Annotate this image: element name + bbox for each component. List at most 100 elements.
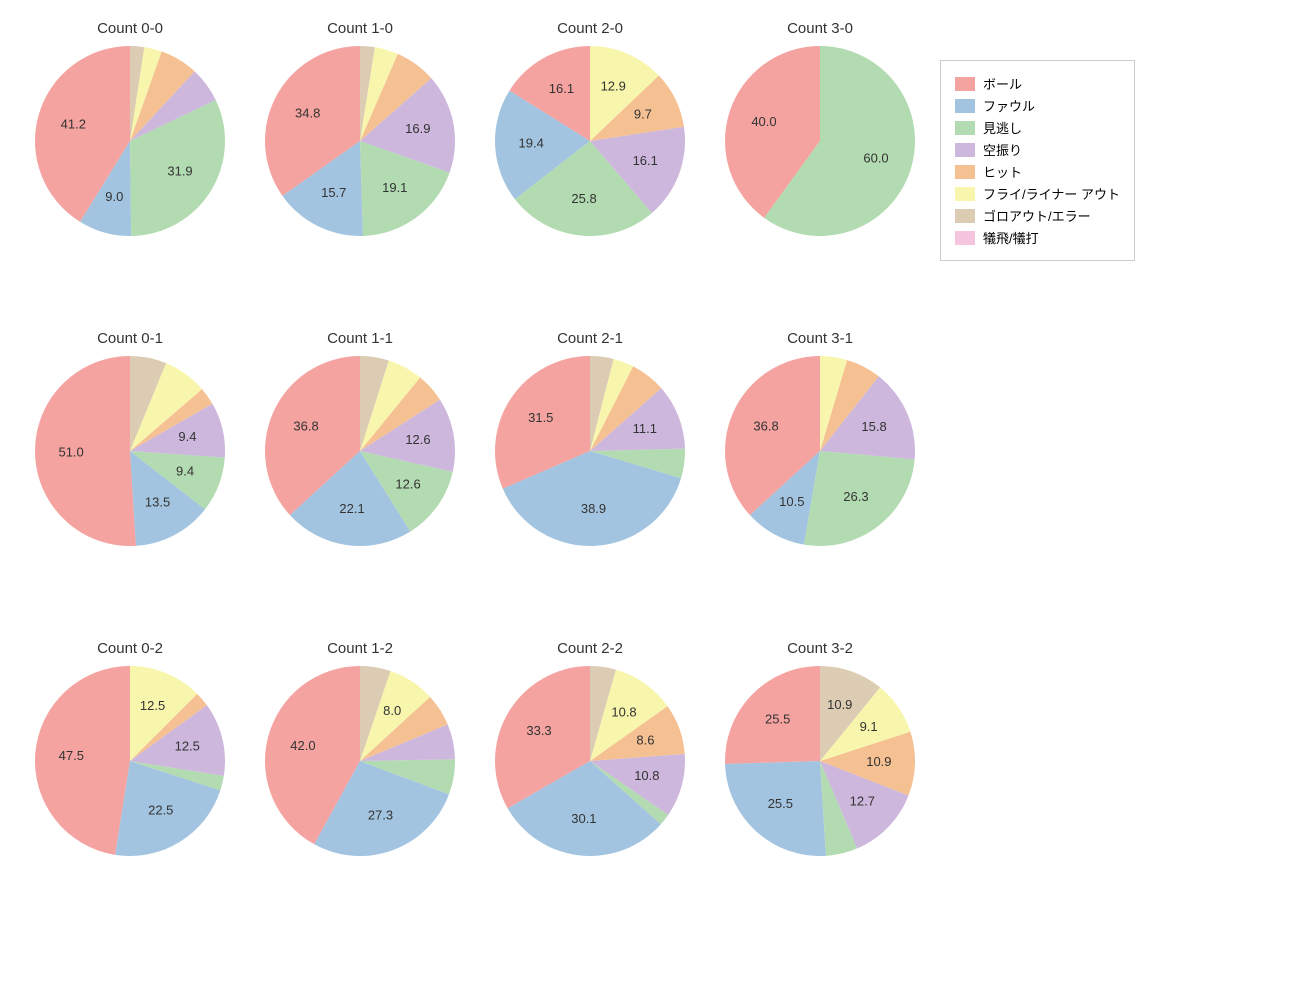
legend-item: ゴロアウト/エラー [955, 206, 1120, 225]
legend-label: フライ/ライナー アウト [983, 184, 1120, 203]
chart-title: Count 1-1 [250, 330, 470, 347]
pie-slice-label: 40.0 [751, 114, 776, 129]
pie-wrap: 33.330.110.88.610.8 [480, 663, 700, 859]
pie-slice-label: 16.1 [549, 81, 574, 96]
pie-slice-label: 26.3 [843, 489, 868, 504]
chart-title: Count 3-1 [710, 330, 930, 347]
pie-chart: 47.522.512.512.5 [32, 663, 228, 859]
pie-wrap: 36.810.526.315.8 [710, 353, 930, 549]
legend-item: 犠飛/犠打 [955, 228, 1120, 247]
pie-slice-label: 33.3 [526, 723, 551, 738]
chart-title: Count 0-0 [20, 20, 240, 37]
legend-label: ゴロアウト/エラー [983, 206, 1091, 225]
grid-cell: Count 1-034.815.719.116.9 [250, 20, 470, 320]
pie-wrap: 40.060.0 [710, 43, 930, 239]
pie-chart: 40.060.0 [722, 43, 918, 239]
pie-slice-label: 8.6 [636, 732, 654, 747]
legend-label: ファウル [983, 96, 1035, 115]
grid-cell: Count 1-242.027.38.0 [250, 640, 470, 940]
pie-chart: 16.119.425.816.19.712.9 [492, 43, 688, 239]
grid-cell: Count 0-151.013.59.49.4 [20, 330, 240, 630]
pie-slice-label: 15.8 [861, 419, 886, 434]
legend-item: ファウル [955, 96, 1120, 115]
pie-wrap: 51.013.59.49.4 [20, 353, 240, 549]
pie-slice-label: 36.8 [293, 419, 318, 434]
grid-cell [940, 330, 1200, 630]
pie-slice-label: 12.6 [395, 476, 420, 491]
chart-title: Count 0-1 [20, 330, 240, 347]
pie-slice-label: 25.5 [768, 796, 793, 811]
chart-title: Count 3-0 [710, 20, 930, 37]
pie-slice-label: 9.4 [178, 429, 196, 444]
chart-title: Count 3-2 [710, 640, 930, 657]
legend-item: ヒット [955, 162, 1120, 181]
pie-chart: 31.5 38.9 11.1 [492, 353, 688, 549]
pie-slice-label: 8.0 [383, 703, 401, 718]
legend-label: ボール [983, 74, 1022, 93]
legend-item: 空振り [955, 140, 1120, 159]
grid-cell: Count 1-1 36.8 22.1 12.6 12.6 [250, 330, 470, 630]
pie-slice-label: 9.7 [634, 107, 652, 122]
pie-wrap: 16.119.425.816.19.712.9 [480, 43, 700, 239]
legend-swatch [955, 231, 975, 245]
pie-slice-label: 47.5 [59, 748, 84, 763]
legend-swatch [955, 165, 975, 179]
pie-slice-label: 12.9 [601, 78, 626, 93]
pie-wrap: 36.8 22.1 12.6 12.6 [250, 353, 470, 549]
pie-slice-label: 51.0 [58, 444, 83, 459]
pie-wrap: 34.815.719.116.9 [250, 43, 470, 239]
pie-chart: 51.013.59.49.4 [32, 353, 228, 549]
legend-swatch [955, 121, 975, 135]
pie-slice-label: 11.1 [633, 421, 657, 436]
pie-slice-label: 12.6 [405, 432, 430, 447]
legend-swatch [955, 187, 975, 201]
pie-slice-label: 12.5 [175, 739, 200, 754]
pie-slice-label: 22.1 [339, 501, 364, 516]
pie-slice-label: 16.9 [405, 121, 430, 136]
pie-wrap: 42.027.38.0 [250, 663, 470, 859]
chart-grid: Count 0-041.29.031.9Count 1-034.815.719.… [20, 20, 1280, 940]
pie-slice-label: 38.9 [581, 501, 606, 516]
pie-slice-label: 10.8 [634, 768, 659, 783]
pie-slice-label: 31.9 [167, 164, 192, 179]
pie-slice-label: 19.1 [382, 180, 407, 195]
grid-cell: Count 2-131.538.911.1 [480, 330, 700, 630]
legend: ボールファウル見逃し空振りヒットフライ/ライナー アウトゴロアウト/エラー犠飛/… [940, 60, 1135, 261]
grid-cell: Count 3-225.525.512.710.99.110.9 [710, 640, 930, 940]
legend-swatch [955, 143, 975, 157]
pie-slice-label: 25.5 [765, 711, 790, 726]
pie-wrap: 41.29.031.9 [20, 43, 240, 239]
pie-wrap: 47.522.512.512.5 [20, 663, 240, 859]
pie-wrap: 31.5 38.9 11.1 [480, 353, 700, 549]
pie-slice-label: 31.5 [528, 410, 553, 425]
chart-title: Count 1-0 [250, 20, 470, 37]
legend-label: ヒット [983, 162, 1022, 181]
pie-slice-label: 9.4 [176, 463, 194, 478]
legend-label: 空振り [983, 140, 1022, 159]
legend-swatch [955, 77, 975, 91]
legend-item: 見逃し [955, 118, 1120, 137]
pie-slice-label: 12.7 [850, 793, 875, 808]
pie-chart: 34.815.719.116.9 [262, 43, 458, 239]
grid-cell: Count 2-016.119.425.816.19.712.9 [480, 20, 700, 320]
legend-item: フライ/ライナー アウト [955, 184, 1120, 203]
pie-chart: 41.29.031.9 [32, 43, 228, 239]
grid-cell: Count 3-0 40.060.0 [710, 20, 930, 320]
legend-swatch [955, 99, 975, 113]
pie-slice-label: 10.8 [611, 704, 636, 719]
legend-swatch [955, 209, 975, 223]
legend-item: ボール [955, 74, 1120, 93]
pie-slice-label: 25.8 [571, 191, 596, 206]
pie-slice-label: 16.1 [633, 153, 658, 168]
grid-cell [940, 640, 1200, 940]
pie-chart: 36.8 22.1 12.6 12.6 [262, 353, 458, 549]
pie-slice-label: 42.0 [290, 738, 315, 753]
pie-slice-label: 10.9 [827, 697, 852, 712]
chart-title: Count 2-2 [480, 640, 700, 657]
pie-slice-label: 30.1 [571, 811, 596, 826]
pie-slice [35, 356, 136, 546]
pie-slice-label: 34.8 [295, 105, 320, 120]
pie-chart: 25.525.512.710.99.110.9 [722, 663, 918, 859]
pie-slice-label: 10.5 [779, 494, 804, 509]
pie-slice-label: 9.0 [105, 189, 123, 204]
